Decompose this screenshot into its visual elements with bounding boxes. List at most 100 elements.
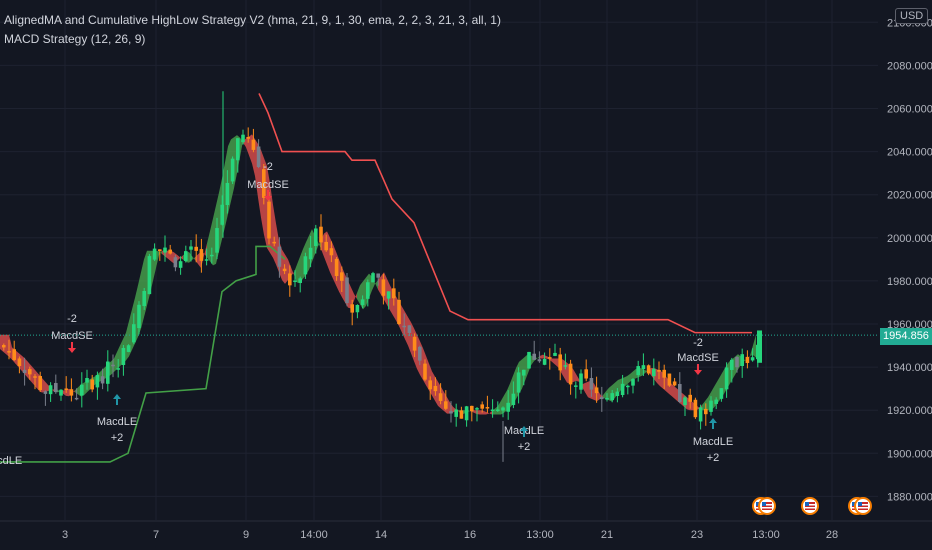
candle-body [584, 369, 588, 379]
candle-body [709, 400, 713, 412]
last-price-label: 1954.856 [880, 328, 932, 345]
candle-body [329, 248, 334, 256]
candle-body [579, 373, 583, 390]
signal-label: +2 [707, 452, 720, 464]
time-axis[interactable]: 3 7 9 14:00 14 16 13:00 21 23 13:00 28 [0, 520, 932, 550]
candle-body [646, 365, 651, 374]
signal-label: MacdLE [693, 436, 733, 448]
band-segment [702, 401, 705, 411]
candle-body [412, 336, 417, 351]
band-segment [447, 397, 450, 414]
candle-body [163, 247, 167, 253]
candle-body [683, 397, 687, 406]
price-tick-label: 2000.000 [887, 233, 932, 245]
band-segment [114, 352, 117, 372]
candle-body [152, 248, 157, 260]
candle-body [397, 299, 401, 325]
candle-body [48, 385, 53, 395]
candle-body [511, 393, 516, 406]
band-segment [42, 378, 45, 393]
candle-body [735, 356, 739, 368]
candle-body [22, 369, 27, 374]
candle-body [553, 352, 557, 356]
candle-body [652, 368, 656, 377]
candle-body [28, 369, 32, 375]
candle-body [470, 405, 474, 412]
price-axis[interactable]: 1880.0001900.0001920.0001940.0001960.000… [878, 0, 932, 520]
band-segment [645, 370, 648, 374]
band-segment [690, 399, 693, 411]
event-icons[interactable] [752, 497, 872, 515]
band-segment [552, 358, 555, 365]
candle-body [251, 139, 256, 150]
candle-body [345, 277, 349, 304]
band-segment [432, 371, 435, 401]
candle-body [641, 365, 646, 370]
economic-event-icon[interactable] [854, 497, 872, 515]
legend-strategy-2[interactable]: MACD Strategy (12, 26, 9) [4, 32, 146, 46]
signal-label: MacdSE [677, 352, 719, 364]
candle-body [236, 138, 240, 161]
candle-body [158, 249, 162, 252]
candle-body [537, 359, 542, 362]
candle-body [407, 325, 412, 333]
price-tick-label: 2040.000 [887, 147, 932, 159]
band-segment [129, 309, 132, 357]
short-signal: -2 MacdSE [677, 337, 719, 375]
short-arrow-icon [264, 190, 272, 201]
band-segment [21, 355, 24, 374]
signal-label: MacdLE [0, 455, 22, 467]
band-segment [126, 320, 129, 361]
time-tick-label: 13:00 [526, 529, 554, 541]
band-segment [573, 368, 576, 383]
candle-body [672, 381, 677, 386]
time-tick-label: 14 [375, 529, 387, 541]
candle-body [38, 376, 42, 390]
candle-body [340, 272, 344, 281]
candle-body [111, 364, 115, 367]
price-tick-label: 2020.000 [887, 190, 932, 202]
candle-body [90, 379, 94, 390]
candle-body [454, 409, 458, 417]
candle-body [459, 410, 464, 419]
candle-body [433, 385, 438, 392]
long-arrow-icon [520, 426, 528, 437]
band-segment [468, 410, 471, 412]
band-segment [375, 280, 378, 290]
legend-strategy-1[interactable]: AlignedMA and Cumulative HighLow Strateg… [4, 13, 501, 27]
candle-body [724, 367, 729, 390]
economic-event-icon[interactable] [758, 497, 776, 515]
candle-body [704, 408, 708, 415]
candle-body [277, 246, 282, 267]
band-segment [483, 410, 486, 415]
price-tick-label: 1940.000 [887, 362, 932, 374]
candle-body [568, 363, 573, 385]
candle-body [480, 404, 484, 409]
price-tick-label: 1980.000 [887, 276, 932, 288]
band-segment [285, 254, 288, 284]
band-segment [171, 250, 174, 264]
band-segment [327, 231, 330, 273]
candle-body [80, 384, 84, 396]
candle-body [605, 397, 609, 400]
band-segment [0, 334, 3, 352]
band-segment [717, 376, 720, 404]
time-tick-label: 13:00 [752, 529, 780, 541]
candle-body [230, 158, 235, 182]
candle-body [288, 273, 292, 286]
currency-button[interactable]: USD [895, 8, 929, 24]
candle-body [371, 273, 375, 283]
economic-event-icon[interactable] [801, 497, 819, 515]
candle-body [740, 354, 744, 366]
candle-body [600, 397, 604, 400]
signal-label: -2 [263, 161, 273, 173]
candle-body [225, 182, 230, 206]
candle-body [319, 226, 323, 243]
long-signal: MacdLE +2 [97, 394, 137, 444]
candle-body [116, 368, 120, 370]
candle-body [516, 372, 521, 393]
candle-body [267, 201, 271, 239]
short-arrow-icon [68, 342, 76, 353]
candle-body [64, 388, 68, 390]
